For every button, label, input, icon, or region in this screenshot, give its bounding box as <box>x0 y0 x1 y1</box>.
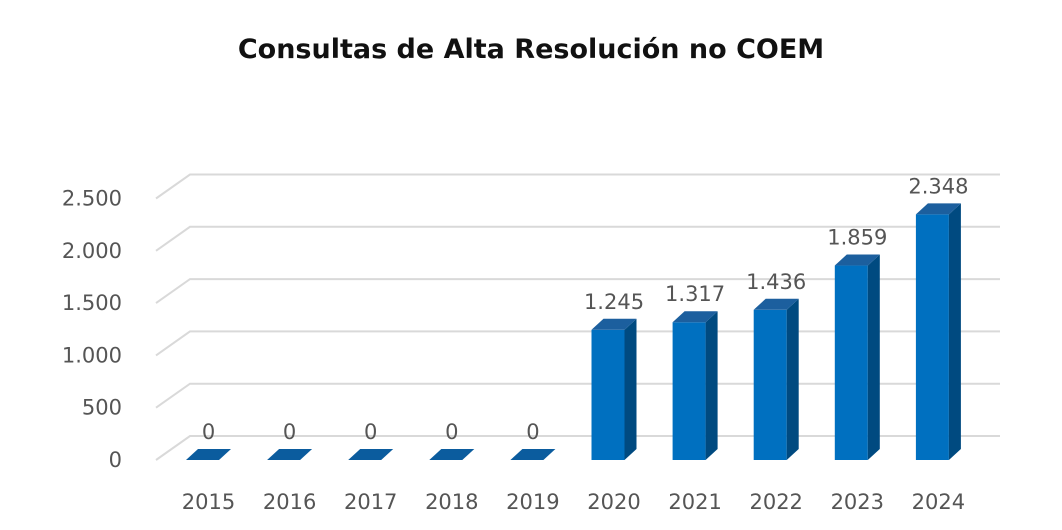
bar <box>267 449 313 460</box>
bar-top-face <box>915 203 961 215</box>
bar-side-face <box>786 298 799 460</box>
bar-side-face <box>948 203 961 460</box>
gridline <box>155 382 1000 409</box>
bar <box>753 298 799 460</box>
x-tick-label: 2016 <box>263 490 316 514</box>
bar-front-face <box>834 265 868 460</box>
gridline <box>155 173 1000 200</box>
bar-side-face <box>867 254 880 460</box>
data-label: 0 <box>445 420 458 444</box>
bar <box>510 449 556 460</box>
bar-top-face <box>186 449 231 460</box>
bar <box>348 449 394 460</box>
y-tick-label: 1.000 <box>62 343 122 367</box>
bar-front-face <box>753 309 787 460</box>
bar-top-face <box>591 318 637 330</box>
y-tick-label: 2.000 <box>62 239 122 263</box>
bar <box>834 254 880 460</box>
bar-front-face <box>672 322 706 460</box>
bar <box>915 203 961 460</box>
data-label: 0 <box>526 420 539 444</box>
bar-side-face <box>624 318 637 460</box>
gridline <box>155 225 1000 252</box>
bars <box>186 203 961 460</box>
x-tick-label: 2015 <box>182 490 235 514</box>
gridline <box>155 278 1000 304</box>
bar-side-face <box>705 311 718 460</box>
x-tick-label: 2019 <box>506 490 559 514</box>
bar-top-face <box>672 311 718 323</box>
y-tick-label: 0 <box>109 448 122 472</box>
y-axis-ticks: 0 500 1.000 1.500 2.000 2.500 <box>62 187 122 473</box>
bar <box>429 449 475 460</box>
chart-title: Consultas de Alta Resolución no COEM <box>237 34 825 65</box>
x-axis-ticks: 2015 2016 2017 2018 2019 2020 2021 2022 2023 2024 <box>182 490 965 514</box>
x-tick-label: 2022 <box>749 490 802 514</box>
x-tick-label: 2017 <box>344 490 397 514</box>
y-tick-label: 1.500 <box>62 291 122 315</box>
bar-top-face <box>429 449 475 460</box>
data-label: 1.317 <box>665 282 725 306</box>
bar <box>672 311 718 460</box>
data-labels: 0 0 0 0 0 1.245 1.317 1.436 1.859 2.348 <box>202 174 969 444</box>
gridlines <box>155 173 1000 461</box>
x-tick-label: 2018 <box>425 490 478 514</box>
x-tick-label: 2021 <box>668 490 721 514</box>
bar-top-face <box>834 254 880 266</box>
data-label: 1.245 <box>584 290 644 314</box>
x-tick-label: 2024 <box>912 490 965 514</box>
gridline <box>155 330 1000 357</box>
bar <box>591 318 637 460</box>
x-tick-label: 2020 <box>587 490 640 514</box>
bar <box>186 449 231 460</box>
bar-top-face <box>510 449 556 460</box>
data-label: 2.348 <box>908 174 968 198</box>
data-label: 0 <box>364 420 377 444</box>
data-label: 1.436 <box>746 270 806 294</box>
data-label: 1.859 <box>827 226 887 250</box>
bar-top-face <box>348 449 394 460</box>
y-tick-label: 500 <box>82 396 122 420</box>
data-label: 0 <box>202 420 215 444</box>
bar-top-face <box>267 449 313 460</box>
gridline <box>155 435 1000 461</box>
data-label: 0 <box>283 420 296 444</box>
x-tick-label: 2023 <box>831 490 884 514</box>
bar-front-face <box>591 329 625 460</box>
bar-top-face <box>753 298 799 310</box>
y-tick-label: 2.500 <box>62 187 122 211</box>
bar-front-face <box>915 214 949 460</box>
